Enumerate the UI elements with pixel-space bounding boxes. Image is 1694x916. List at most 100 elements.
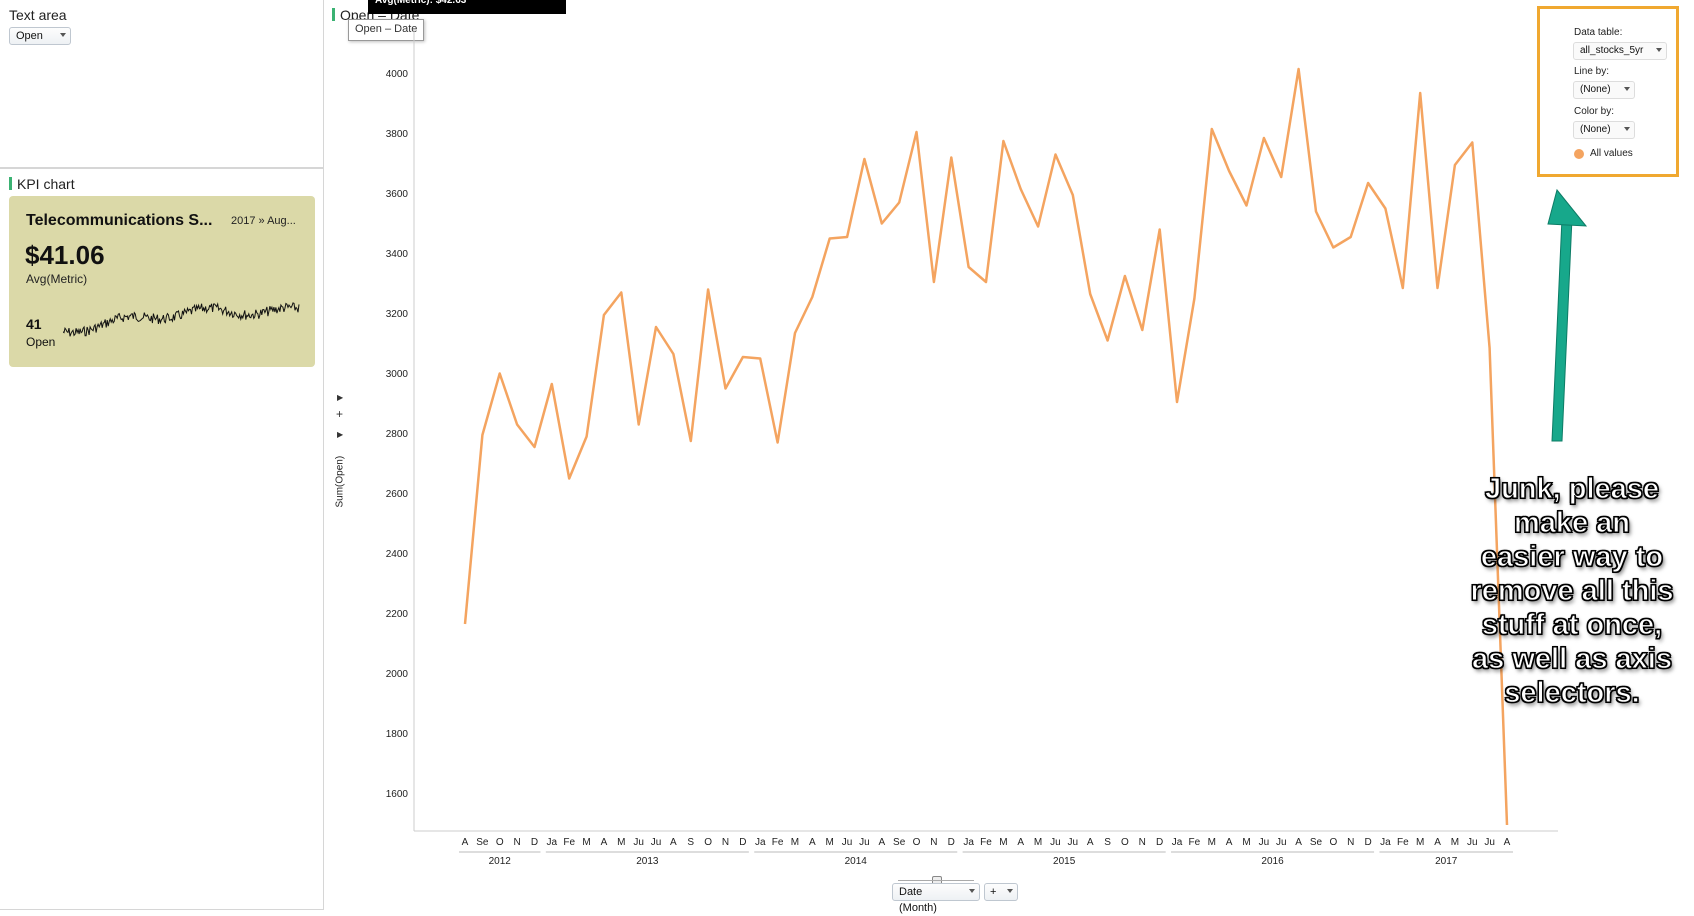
x-tick-label: M <box>999 837 1008 848</box>
annotation-text: Junk, please make an easier way to remov… <box>1470 473 1674 710</box>
x-tick-label: Ju <box>650 837 662 848</box>
x-tick-label: D <box>947 837 955 848</box>
chevron-down-icon <box>1656 48 1662 52</box>
x-tick-label: D <box>739 837 747 848</box>
y-axis-label[interactable]: Sum(Open) <box>334 455 346 508</box>
x-tick-label: N <box>930 837 938 848</box>
kpi-tile-period: 2017 » Aug... <box>231 215 296 227</box>
x-tick-label: M <box>790 837 800 848</box>
x-tick-label: Ja <box>1380 837 1391 848</box>
legend-color-swatch[interactable] <box>1574 149 1584 159</box>
metric-tooltip: Avg(Metric): $42.63 <box>368 0 566 14</box>
x-tick-label: Ja <box>963 837 974 848</box>
kpi-panel-title-text: KPI chart <box>17 176 75 192</box>
data-table-value: all_stocks_5yr <box>1580 45 1644 56</box>
x-tick-label: A <box>808 837 816 848</box>
x-tick-label: D <box>1156 837 1164 848</box>
x-tick-label: M <box>617 837 626 848</box>
x-tick-label: O <box>495 837 504 848</box>
y-tick-label: 1800 <box>385 729 408 740</box>
x-tick-label: Se <box>476 837 489 848</box>
kpi-tile-value: $41.06 <box>25 240 105 270</box>
line-by-value: (None) <box>1580 84 1611 95</box>
x-tick-label: Ju <box>1466 837 1478 848</box>
x-tick-label: Ju <box>1484 837 1495 848</box>
x-tick-label: A <box>1225 837 1233 848</box>
x-tick-label: Fe <box>1396 837 1409 848</box>
x-tick-label: Fe <box>980 837 992 848</box>
data-table-dropdown[interactable]: all_stocks_5yr <box>1573 42 1667 60</box>
x-tick-label: M <box>825 837 834 848</box>
x-tick-label: N <box>513 837 521 848</box>
y-tick-label: 2400 <box>385 549 408 560</box>
y-tick-label: 3200 <box>385 309 408 320</box>
title-tooltip: Open – Date <box>348 19 425 41</box>
y-tick-label: 3000 <box>385 369 408 380</box>
x-year-label: 2012 <box>488 856 511 867</box>
y-tick-label: 3400 <box>385 249 408 260</box>
x-axis-selector[interactable]: Date (Month) <box>892 883 980 914</box>
x-tick-label: A <box>600 837 608 848</box>
add-axis-icon[interactable]: + <box>336 407 344 421</box>
y-tick-label: 3600 <box>385 189 408 200</box>
x-tick-label: N <box>721 837 730 848</box>
add-x-axis-button[interactable]: + <box>984 883 1018 901</box>
property-dropdown-value: Open <box>16 30 43 42</box>
kpi-tile-name: Telecommunications S... <box>26 212 213 229</box>
y-tick-label: 2600 <box>385 489 408 500</box>
panel-accent-bar <box>332 8 335 21</box>
y-tick-label: 2200 <box>385 609 408 620</box>
x-tick-label: Ja <box>754 837 766 848</box>
x-year-label: 2013 <box>636 856 659 867</box>
y-axis-selector[interactable]: ▶ + ▶ Sum(Open) <box>332 390 348 510</box>
x-tick-label: O <box>1329 837 1338 848</box>
x-tick-label: A <box>670 837 677 848</box>
x-tick-label: Ju <box>1067 837 1079 848</box>
panel-accent-bar <box>9 177 12 190</box>
x-tick-label: A <box>1503 837 1511 848</box>
x-tick-label: Ja <box>546 837 558 848</box>
x-year-label: 2014 <box>844 856 867 867</box>
x-tick-label: Se <box>1309 837 1323 848</box>
expand-arrow-icon[interactable]: ▶ <box>337 393 344 402</box>
x-tick-label: A <box>1295 837 1302 848</box>
x-tick-label: M <box>1415 837 1425 848</box>
y-axis: 1600 1800 2000 2200 2400 2600 2800 3000 3200 3400… <box>358 0 408 915</box>
kpi-sparkline <box>63 302 300 337</box>
property-dropdown[interactable]: Open <box>9 27 71 45</box>
x-tick-label: A <box>1017 837 1025 848</box>
x-tick-label: S <box>1104 837 1111 848</box>
x-axis-selector-value: Date (Month) <box>899 886 937 914</box>
x-tick-label: M <box>582 837 591 848</box>
chevron-down-icon <box>1624 87 1630 91</box>
kpi-panel-title: KPI chart <box>9 176 75 192</box>
chevron-down-icon <box>60 33 66 37</box>
data-table-label: Data table: <box>1574 27 1623 38</box>
add-x-axis-label: + <box>990 886 997 898</box>
x-axis-slider-track[interactable] <box>898 880 974 881</box>
color-by-dropdown[interactable]: (None) <box>1573 121 1635 139</box>
x-tick-label: Ju <box>1275 837 1287 848</box>
chevron-down-icon <box>1007 889 1013 893</box>
x-tick-label: A <box>878 837 886 848</box>
x-tick-label: D <box>530 837 539 848</box>
text-area-panel: Text area Open <box>0 0 324 168</box>
x-tick-label: A <box>1434 837 1441 848</box>
all-values-label[interactable]: All values <box>1590 148 1633 159</box>
x-tick-label: A <box>461 837 469 848</box>
y-tick-label: 1600 <box>385 789 408 800</box>
kpi-tile[interactable]: Telecommunications S... 2017 » Aug... $4… <box>9 196 315 367</box>
x-tick-label: M <box>1033 837 1043 848</box>
x-tick-label: N <box>1347 837 1355 848</box>
x-tick-label: A <box>1086 837 1094 848</box>
x-year-label: 2017 <box>1435 856 1458 867</box>
legend-panel: Data table: all_stocks_5yr Line by: (Non… <box>1537 6 1679 177</box>
x-tick-label: O <box>912 837 921 848</box>
x-tick-label: Ju <box>1258 837 1270 848</box>
x-year-label: 2016 <box>1261 856 1284 867</box>
line-chart-panel <box>324 0 1694 910</box>
kpi-tile-sub-value: 41 <box>26 316 42 332</box>
line-by-dropdown[interactable]: (None) <box>1573 81 1635 99</box>
y-tick-label: 4000 <box>385 69 408 80</box>
expand-arrow-icon[interactable]: ▶ <box>337 430 344 439</box>
